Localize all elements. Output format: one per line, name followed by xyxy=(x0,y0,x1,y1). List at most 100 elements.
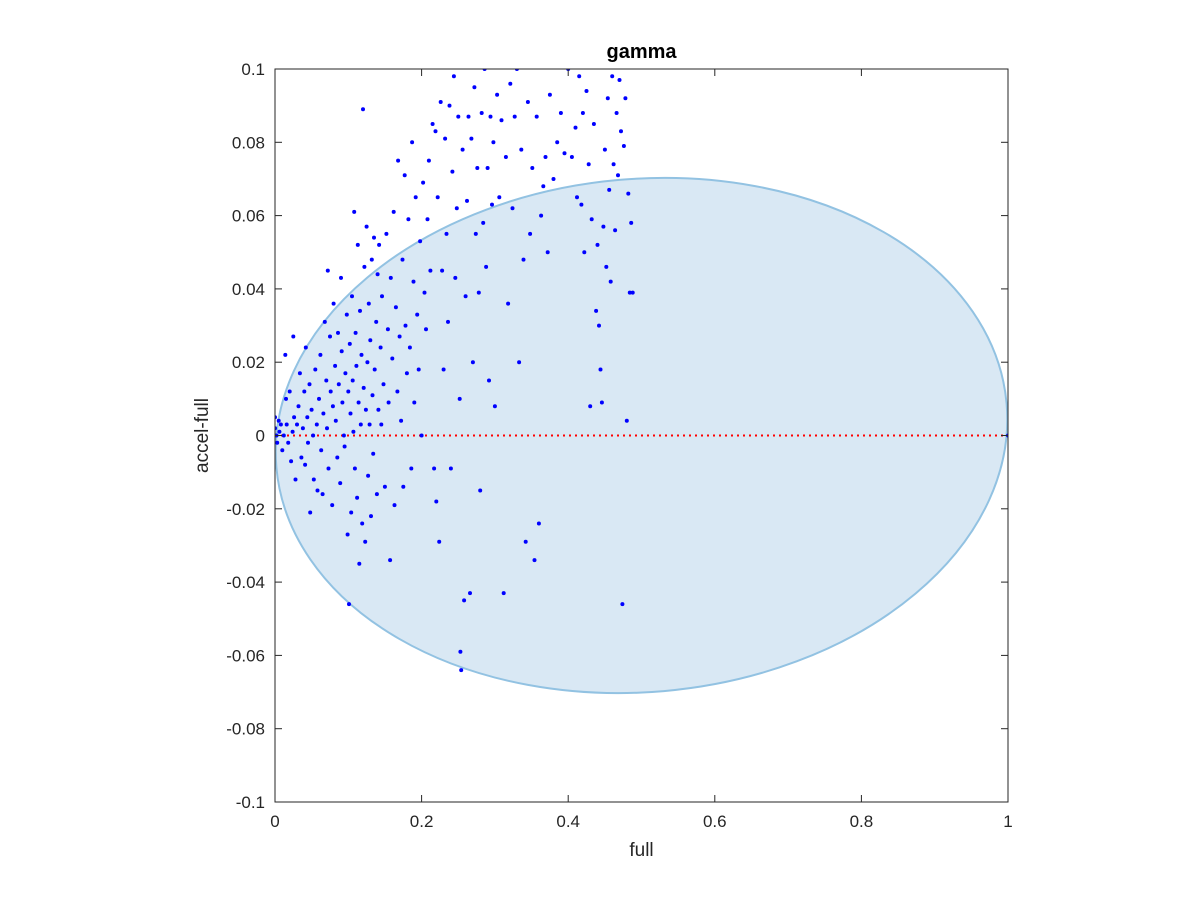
data-point xyxy=(488,114,493,119)
data-point xyxy=(401,484,406,489)
data-point xyxy=(586,162,591,167)
data-point xyxy=(617,78,622,82)
data-point xyxy=(349,510,354,515)
data-point xyxy=(293,477,298,482)
data-point xyxy=(418,239,423,244)
data-point xyxy=(325,426,329,431)
data-point xyxy=(491,140,496,145)
data-point xyxy=(448,466,453,471)
data-point xyxy=(476,290,481,295)
data-point xyxy=(577,74,582,79)
y-tick-label: -0.06 xyxy=(226,646,265,665)
data-point xyxy=(307,382,312,387)
data-point xyxy=(406,217,411,222)
data-point xyxy=(317,396,321,401)
data-point xyxy=(343,371,348,376)
data-point xyxy=(352,466,357,471)
data-point xyxy=(534,114,539,119)
data-point xyxy=(339,349,344,354)
data-point xyxy=(369,514,373,519)
data-point xyxy=(575,195,579,200)
data-point xyxy=(299,455,304,460)
data-point xyxy=(411,279,416,284)
data-point xyxy=(424,327,428,332)
data-point xyxy=(277,429,282,434)
data-point xyxy=(443,136,448,141)
data-point xyxy=(374,319,379,324)
data-point xyxy=(619,129,623,134)
data-point xyxy=(275,440,280,445)
data-point xyxy=(326,466,331,471)
data-point xyxy=(621,144,626,148)
data-point xyxy=(319,448,324,453)
data-point xyxy=(532,558,537,563)
data-point xyxy=(487,378,491,383)
data-point xyxy=(555,140,560,145)
data-point xyxy=(459,668,464,673)
data-point xyxy=(601,224,606,229)
data-point xyxy=(344,312,349,317)
data-point xyxy=(284,422,289,427)
data-point xyxy=(300,426,305,431)
data-point xyxy=(410,140,415,145)
data-point xyxy=(569,155,574,159)
data-point xyxy=(456,114,461,119)
data-point xyxy=(495,92,500,97)
data-point xyxy=(360,521,365,526)
data-point xyxy=(336,382,341,387)
data-point xyxy=(421,180,426,185)
data-point xyxy=(392,503,397,508)
data-point xyxy=(397,334,402,339)
data-point xyxy=(629,220,634,225)
data-point xyxy=(444,231,449,236)
data-point xyxy=(367,422,372,427)
data-point xyxy=(286,440,291,445)
data-point xyxy=(350,378,355,383)
data-point xyxy=(499,118,504,123)
data-point xyxy=(348,411,353,416)
data-point xyxy=(626,191,631,196)
data-point xyxy=(325,268,330,273)
data-point xyxy=(519,147,524,152)
data-point xyxy=(372,235,376,240)
data-point xyxy=(363,539,368,544)
x-axis-label: full xyxy=(629,840,653,861)
data-point xyxy=(579,202,584,207)
data-point xyxy=(335,455,340,460)
data-point xyxy=(623,96,628,101)
data-point xyxy=(287,389,292,394)
data-point xyxy=(605,96,610,101)
data-point xyxy=(308,510,313,515)
data-point xyxy=(595,242,600,247)
data-point xyxy=(351,429,356,434)
data-point xyxy=(426,158,431,163)
data-point xyxy=(362,264,367,269)
data-point xyxy=(354,363,359,368)
data-point xyxy=(284,396,288,401)
data-point xyxy=(404,371,409,376)
y-tick-label: -0.08 xyxy=(226,720,265,739)
data-point xyxy=(413,195,418,200)
data-point xyxy=(440,268,445,273)
data-point xyxy=(297,371,302,376)
data-point xyxy=(306,440,310,445)
data-point xyxy=(591,122,596,126)
data-point xyxy=(589,217,594,222)
data-point xyxy=(400,257,405,262)
data-point xyxy=(289,459,294,464)
data-point xyxy=(492,404,497,409)
data-point xyxy=(469,136,474,141)
data-point xyxy=(303,462,308,467)
data-point xyxy=(450,169,455,174)
y-tick-label: 0.06 xyxy=(232,207,265,226)
data-point xyxy=(409,466,414,471)
data-point xyxy=(330,404,335,409)
data-point xyxy=(604,264,609,269)
data-point xyxy=(433,129,438,134)
data-point xyxy=(296,404,301,409)
data-point xyxy=(358,308,362,313)
data-point xyxy=(485,166,490,170)
data-point xyxy=(412,400,417,405)
data-point xyxy=(313,367,318,372)
data-point xyxy=(630,290,635,295)
